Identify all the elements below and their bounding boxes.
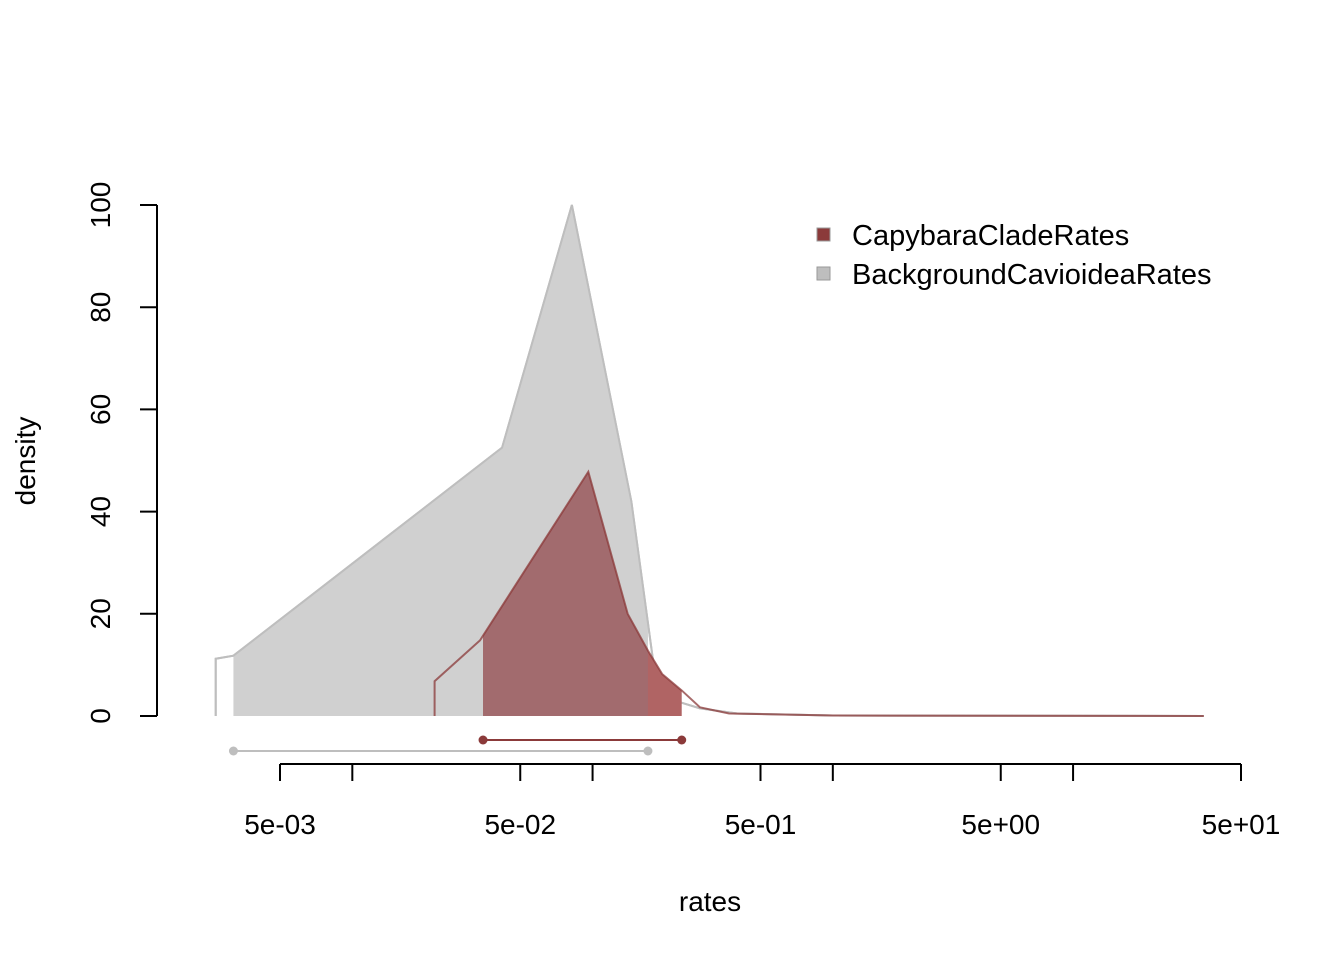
background-hdi-lower-point [228,746,238,756]
y-tick-label: 40 [85,496,116,527]
legend-swatch [816,266,831,281]
x-tick-label: 5e-03 [244,809,316,840]
x-axis-label: rates [679,886,741,917]
capybara-density-line [433,469,1204,717]
y-tick-label: 60 [85,394,116,425]
y-tick-label: 100 [85,182,116,229]
y-tick-label: 80 [85,292,116,323]
y-axis: 0 20 40 60 80 100 [85,182,158,724]
legend-label: BackgroundCavioideaRates [852,259,1212,291]
legend-label: CapybaraCladeRates [852,220,1129,252]
x-axis: 5e-03 5e-02 5e-01 5e+00 5e+01 [244,763,1281,840]
x-tick-label: 5e+01 [1202,809,1281,840]
hdi-layer [228,735,687,756]
background-hdi-upper-point [643,746,653,756]
legend-swatch [816,227,831,242]
x-tick-label: 5e+00 [961,809,1040,840]
legend: CapybaraCladeRates BackgroundCavioideaRat… [816,220,1212,291]
y-tick-label: 20 [85,598,116,629]
y-axis-label: density [10,417,41,506]
capybara-hdi-lower-point [478,735,488,745]
capybara-hdi-upper-point [677,735,687,745]
y-tick-label: 0 [85,708,116,724]
x-tick-label: 5e-02 [484,809,556,840]
series-layer [214,204,1204,717]
x-tick-label: 5e-01 [725,809,797,840]
capybara-overlap-area [483,471,648,716]
